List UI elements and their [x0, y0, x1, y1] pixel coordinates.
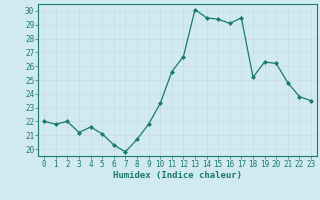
X-axis label: Humidex (Indice chaleur): Humidex (Indice chaleur) [113, 171, 242, 180]
